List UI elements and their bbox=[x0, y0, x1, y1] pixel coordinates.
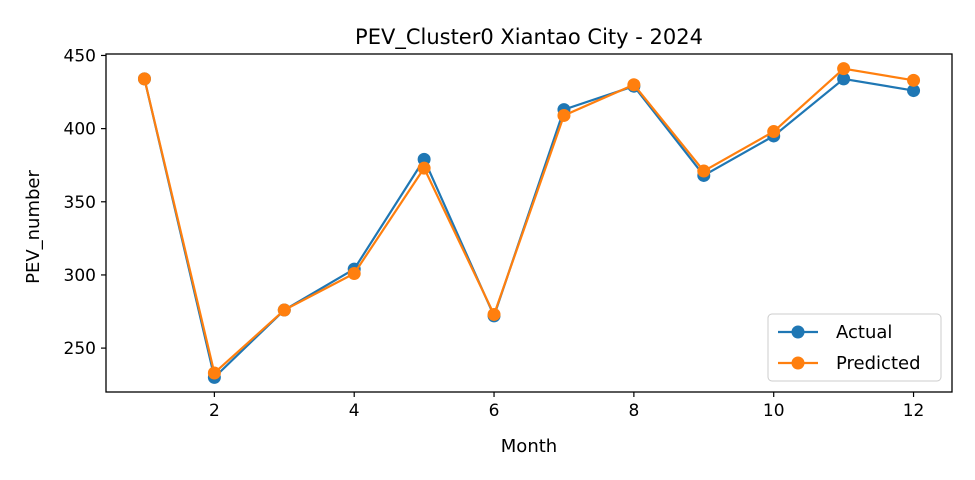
x-tick-label: 12 bbox=[903, 401, 925, 421]
legend-label: Predicted bbox=[836, 353, 921, 374]
x-tick-label: 2 bbox=[209, 401, 220, 421]
y-tick-label: 400 bbox=[64, 120, 96, 140]
y-axis-ticks: 250 300 350 400 450 bbox=[64, 46, 106, 359]
data-point-predicted bbox=[417, 161, 431, 175]
data-point-actual bbox=[907, 84, 921, 98]
data-point-predicted bbox=[277, 303, 291, 317]
x-tick-label: 4 bbox=[349, 401, 360, 421]
y-tick-label: 450 bbox=[64, 46, 96, 66]
data-point-predicted bbox=[697, 164, 711, 178]
y-tick-label: 250 bbox=[64, 339, 96, 359]
legend-label: Actual bbox=[836, 322, 892, 343]
legend-marker bbox=[791, 356, 805, 370]
legend-entry-predicted: Predicted bbox=[778, 353, 921, 374]
data-point-predicted bbox=[627, 78, 641, 92]
legend: Actual Predicted bbox=[767, 313, 942, 382]
x-axis-ticks: 2 4 6 8 10 12 bbox=[209, 392, 924, 421]
y-tick-label: 300 bbox=[64, 266, 96, 286]
x-tick-label: 10 bbox=[763, 401, 785, 421]
data-point-predicted bbox=[767, 125, 781, 139]
legend-entry-actual: Actual bbox=[778, 322, 892, 343]
series-line-predicted bbox=[143, 67, 914, 376]
data-point-predicted bbox=[137, 72, 151, 86]
x-tick-label: 8 bbox=[628, 401, 639, 421]
x-tick-label: 6 bbox=[489, 401, 500, 421]
chart-title: PEV_Cluster0 Xiantao City - 2024 bbox=[355, 25, 703, 50]
data-point-predicted bbox=[907, 73, 921, 87]
plot-frame bbox=[105, 53, 953, 393]
data-point-predicted bbox=[347, 266, 361, 280]
series-layer bbox=[137, 62, 921, 384]
series-predicted bbox=[137, 62, 921, 380]
data-point-predicted bbox=[207, 366, 221, 380]
legend-entries: Actual Predicted bbox=[778, 322, 921, 374]
legend-box bbox=[767, 313, 942, 382]
data-point-predicted bbox=[557, 108, 571, 122]
y-axis-label: PEV_number bbox=[23, 170, 44, 284]
data-point-predicted bbox=[487, 307, 501, 321]
x-axis-label: Month bbox=[501, 436, 557, 457]
y-tick-label: 350 bbox=[64, 193, 96, 213]
data-point-actual bbox=[837, 72, 851, 86]
data-point-predicted bbox=[837, 62, 851, 76]
legend-marker bbox=[791, 325, 805, 339]
